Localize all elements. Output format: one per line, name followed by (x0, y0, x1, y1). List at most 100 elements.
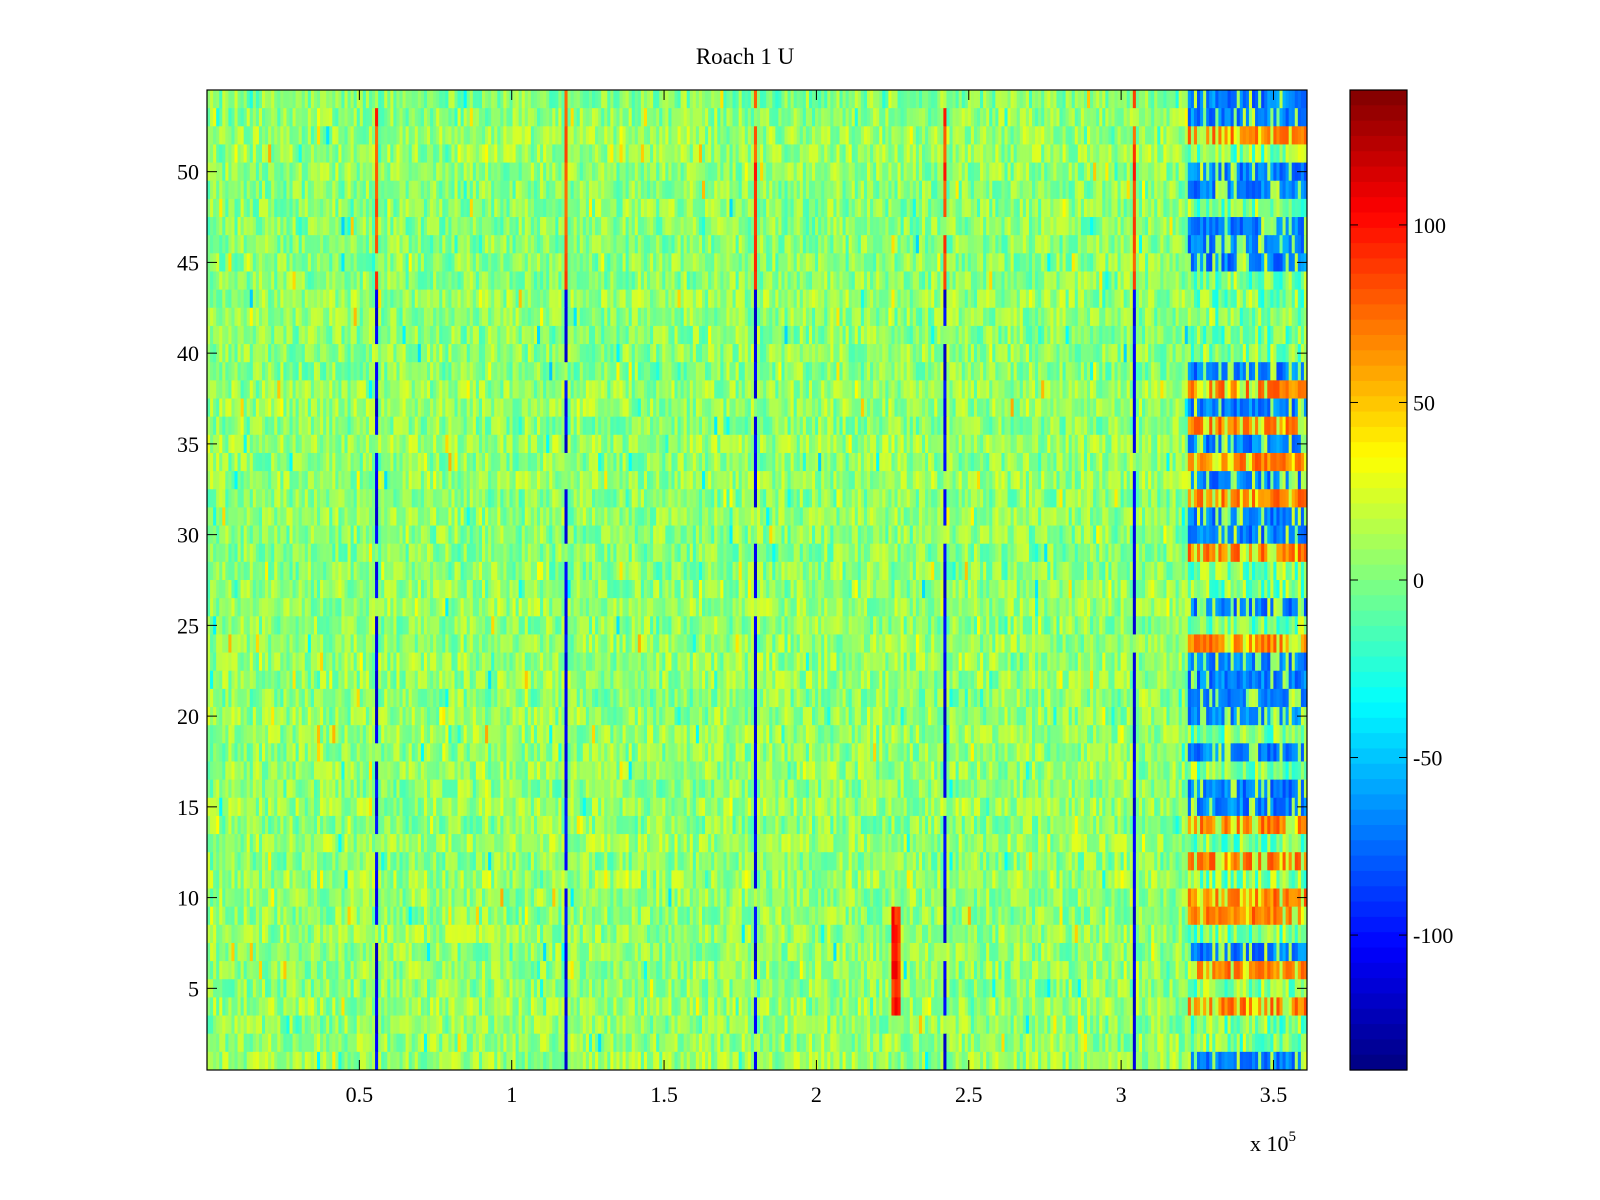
heatmap-cell (888, 271, 892, 291)
heatmap-cell (1096, 217, 1100, 236)
heatmap-cell (1025, 90, 1030, 109)
heatmap-cell (970, 271, 975, 291)
heatmap-cell (763, 307, 767, 327)
heatmap-cell (466, 90, 471, 109)
heatmap-cell (1282, 90, 1287, 109)
heatmap-cell (1041, 217, 1045, 236)
heatmap-cell (937, 90, 941, 109)
heatmap-cell (1215, 271, 1219, 291)
heatmap-cell (313, 307, 318, 327)
heatmap-cell (1138, 144, 1143, 164)
heatmap-cell (213, 325, 217, 345)
heatmap-cell (799, 289, 804, 309)
heatmap-cell (1032, 271, 1036, 291)
heatmap-cell (726, 289, 730, 309)
heatmap-cell (1111, 162, 1115, 182)
heatmap-cell (1028, 271, 1033, 291)
heatmap-cell (228, 198, 232, 218)
heatmap-cell (420, 90, 425, 109)
heatmap-cell (943, 325, 947, 345)
heatmap-cell (677, 235, 682, 254)
heatmap-cell (729, 180, 734, 200)
heatmap-cell (665, 289, 669, 309)
heatmap-cell (271, 325, 275, 345)
heatmap-cell (1068, 271, 1073, 291)
heatmap-cell (1087, 307, 1091, 327)
heatmap-cell (573, 289, 578, 309)
heatmap-cell (277, 162, 281, 182)
heatmap-cell (692, 235, 697, 254)
heatmap-cell (1163, 90, 1167, 109)
heatmap-cell (647, 271, 651, 291)
heatmap-cell (408, 108, 413, 127)
heatmap-cell (992, 198, 996, 218)
heatmap-cell (931, 271, 935, 291)
heatmap-cell (1083, 253, 1088, 272)
heatmap-cell (375, 289, 379, 309)
heatmap-cell (368, 108, 373, 127)
heatmap-cell (549, 235, 553, 254)
heatmap-cell (307, 217, 312, 236)
heatmap-cell (356, 253, 361, 272)
heatmap-cell (1276, 253, 1280, 272)
heatmap-cell (860, 180, 865, 200)
heatmap-cell (317, 90, 321, 109)
heatmap-cell (689, 217, 694, 236)
heatmap-cell (665, 108, 669, 127)
heatmap-cell (1261, 126, 1265, 145)
heatmap-cell (310, 198, 315, 218)
heatmap-cell (1083, 198, 1088, 218)
heatmap-cell (1239, 126, 1244, 145)
heatmap-cell (527, 180, 532, 200)
heatmap-cell (821, 162, 825, 182)
heatmap-cell (1059, 253, 1064, 272)
heatmap-cell (546, 108, 550, 127)
heatmap-cell (1215, 90, 1219, 109)
heatmap-cell (928, 271, 932, 291)
heatmap-cell (1090, 162, 1094, 182)
heatmap-cell (738, 162, 743, 182)
heatmap-cell (488, 235, 492, 254)
heatmap-cell (943, 126, 947, 145)
heatmap-cell (851, 162, 856, 182)
heatmap-cell (637, 108, 642, 127)
heatmap-cell (1059, 198, 1064, 218)
heatmap-cell (286, 307, 290, 327)
heatmap-cell (1059, 235, 1064, 254)
heatmap-cell (897, 90, 902, 109)
heatmap-cell (992, 325, 996, 345)
heatmap-cell (405, 253, 410, 272)
heatmap-cell (1221, 180, 1225, 200)
heatmap-cell (436, 289, 440, 309)
heatmap-cell (219, 217, 223, 236)
heatmap-cell (643, 126, 648, 145)
heatmap-cell (668, 108, 672, 127)
heatmap-cell (805, 325, 810, 345)
heatmap-cell (992, 289, 996, 309)
heatmap-cell (1297, 271, 1302, 291)
heatmap-cell (680, 180, 685, 200)
heatmap-cell (268, 307, 272, 327)
heatmap-cell (478, 144, 483, 164)
heatmap-cell (625, 180, 630, 200)
heatmap-cell (964, 198, 969, 218)
heatmap-cell (1019, 217, 1024, 236)
heatmap-cell (836, 90, 840, 109)
heatmap-cell (668, 144, 672, 164)
heatmap-cell (1242, 162, 1247, 182)
heatmap-cell (1010, 180, 1015, 200)
heatmap-cell (931, 253, 935, 272)
heatmap-cell (344, 235, 349, 254)
heatmap-cell (420, 253, 425, 272)
heatmap-cell (808, 325, 813, 345)
heatmap-cell (961, 126, 966, 145)
heatmap-cell (1093, 289, 1097, 309)
heatmap-cell (598, 108, 602, 127)
heatmap-cell (1056, 325, 1060, 345)
heatmap-cell (243, 325, 248, 345)
heatmap-cell (885, 235, 889, 254)
heatmap-cell (1105, 144, 1109, 164)
heatmap-cell (1233, 180, 1238, 200)
heatmap-cell (879, 126, 883, 145)
heatmap-cell (772, 90, 776, 109)
